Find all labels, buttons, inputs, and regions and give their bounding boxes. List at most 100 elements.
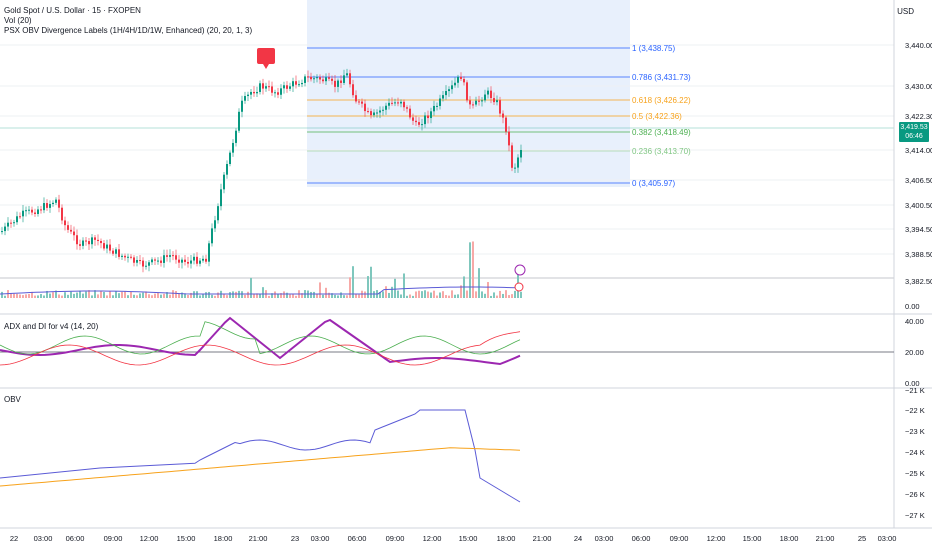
candle-body	[433, 105, 435, 112]
candle-body	[514, 167, 516, 169]
adx-pane-title[interactable]: ADX and DI for v4 (14, 20)	[4, 322, 99, 331]
fib-level-label: 0.5 (3,422.36)	[632, 112, 682, 121]
candle-body	[235, 130, 237, 143]
volume-bar	[439, 292, 441, 298]
fib-level-label: 1 (3,438.75)	[632, 44, 675, 53]
volume-bar	[229, 292, 231, 298]
volume-bar	[391, 286, 393, 298]
volume-bar	[442, 291, 444, 298]
di-minus-line	[0, 331, 521, 366]
time-axis[interactable]: 22 03:00 06:00 09:00 12:00 15:00 18:00 21:00 23 0…	[10, 534, 897, 543]
candle-body	[46, 203, 48, 208]
price-candles	[1, 68, 522, 273]
volume-bar	[160, 294, 162, 298]
volume-bar	[202, 294, 204, 298]
time-axis-label: 03:00	[34, 534, 53, 543]
volume-bar	[340, 292, 342, 298]
bar-countdown: 06:46	[905, 133, 923, 140]
candle-body	[469, 100, 471, 105]
candle-body	[13, 222, 15, 224]
time-axis-label: 21:00	[533, 534, 552, 543]
candle-body	[115, 249, 117, 254]
candle-body	[238, 111, 240, 131]
volume-bar	[445, 295, 447, 298]
candle-body	[400, 101, 402, 104]
fibonacci-lines[interactable]	[307, 47, 630, 184]
candle-body	[121, 255, 123, 257]
candle-body	[376, 112, 378, 114]
candle-body	[346, 73, 348, 76]
obv-scale[interactable]: −21 K −22 K −23 K −24 K −25 K −26 K −27 K	[905, 386, 925, 520]
obv-scale-label: −26 K	[905, 490, 925, 499]
volume-bar	[355, 293, 357, 298]
candle-body	[307, 76, 309, 78]
alert-icons[interactable]	[514, 264, 526, 292]
volume-bar	[181, 292, 183, 298]
volume-bar	[121, 291, 123, 298]
candle-body	[445, 91, 447, 96]
symbol-title[interactable]: Gold Spot / U.S. Dollar · 15 · FXOPEN	[4, 6, 141, 15]
candle-body	[130, 256, 132, 258]
time-axis-label: 23	[291, 534, 299, 543]
volume-indicator-title[interactable]: Vol (20)	[4, 16, 32, 25]
candle-body	[163, 255, 165, 263]
time-axis-label: 18:00	[214, 534, 233, 543]
candle-body	[64, 220, 66, 226]
candle-body	[4, 226, 6, 232]
obv-scale-label: −23 K	[905, 427, 925, 436]
divergence-label-marker[interactable]	[257, 48, 275, 69]
candle-body	[136, 260, 138, 263]
candle-body	[340, 80, 342, 83]
candle-body	[151, 259, 153, 263]
obv-pane-title[interactable]: OBV	[4, 395, 21, 404]
currency-label[interactable]: USD	[897, 7, 914, 16]
candle-body	[454, 82, 456, 86]
obv-divergence-indicator-title[interactable]: PSX OBV Divergence Labels (1H/4H/1D/1W, …	[4, 26, 253, 35]
price-scale[interactable]: 3,440.00 3,430.00 3,422.30 3,414.00 3,406.50…	[905, 41, 932, 311]
volume-bar	[283, 291, 285, 298]
volume-bar	[130, 291, 132, 298]
volume-bar	[55, 290, 57, 298]
candle-body	[427, 115, 429, 119]
time-axis-label: 22	[10, 534, 18, 543]
candle-body	[397, 102, 399, 104]
candle-body	[70, 229, 72, 232]
candle-body	[268, 86, 270, 88]
volume-bar	[454, 294, 456, 298]
time-axis-label: 06:00	[348, 534, 367, 543]
chart-legend: Gold Spot / U.S. Dollar · 15 · FXOPEN Vo…	[4, 6, 252, 36]
candle-body	[40, 209, 42, 211]
candle-body	[202, 258, 204, 261]
volume-bar	[145, 291, 147, 298]
candle-body	[262, 83, 264, 89]
volume-bar	[457, 294, 459, 298]
volume-bar	[316, 293, 318, 298]
volume-bar	[406, 295, 408, 298]
volume-bar	[148, 294, 150, 298]
adx-scale-label: 40.00	[905, 317, 924, 326]
candle-body	[214, 220, 216, 229]
time-axis-label: 18:00	[497, 534, 516, 543]
volume-bar	[511, 294, 513, 298]
candle-body	[211, 228, 213, 244]
volume-bar	[97, 294, 99, 298]
candle-body	[178, 259, 180, 263]
time-axis-label: 09:00	[104, 534, 123, 543]
candle-body	[331, 78, 333, 81]
volume-bar	[382, 291, 384, 298]
candle-body	[373, 112, 375, 116]
time-axis-label: 03:00	[878, 534, 897, 543]
adx-scale[interactable]: 40.00 20.00 0.00	[905, 317, 924, 388]
current-price-tag: 3,419.53 06:46	[899, 122, 929, 142]
volume-ma-line	[0, 286, 517, 295]
volume-bar	[91, 295, 93, 298]
candle-body	[247, 94, 249, 97]
candle-body	[304, 76, 306, 83]
candle-body	[382, 109, 384, 111]
volume-bar	[79, 290, 81, 298]
candle-body	[52, 202, 54, 205]
volume-bar	[193, 291, 195, 298]
price-scale-label: 3,394.50	[905, 225, 932, 234]
obv-ma-line	[0, 447, 521, 487]
